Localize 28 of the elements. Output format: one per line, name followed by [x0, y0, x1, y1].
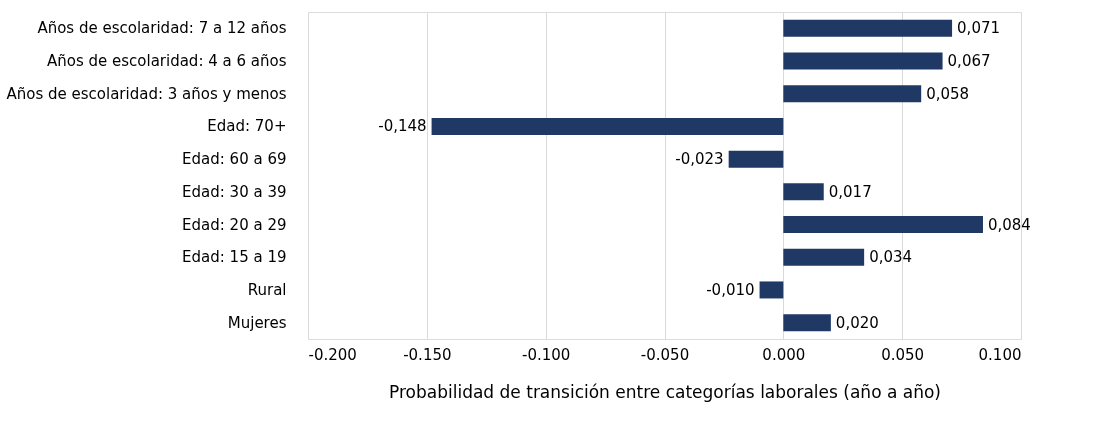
data-label: 0,084 [987, 215, 1031, 234]
y-tick-label: Mujeres [227, 313, 287, 332]
y-tick-label: Edad: 20 a 29 [182, 215, 287, 234]
x-tick-label: -0.100 [521, 345, 571, 364]
x-tick-label: 0.050 [881, 345, 925, 364]
data-label: 0,071 [957, 19, 1001, 38]
y-tick-label: Años de escolaridad: 4 a 6 años [46, 52, 287, 71]
y-tick-label: Edad: 70+ [207, 117, 287, 136]
data-label: 0,058 [926, 84, 970, 103]
x-tick-label: -0.200 [308, 345, 357, 364]
y-tick-label: Años de escolaridad: 7 a 12 años [37, 19, 287, 38]
y-tick-label: Edad: 60 a 69 [182, 150, 287, 169]
data-label: 0,017 [828, 182, 872, 201]
x-tick-label: 0.000 [762, 345, 806, 364]
data-label: -0,148 [378, 117, 427, 136]
x-axis-title: Probabilidad de transición entre categorías laborales (año a año) [389, 381, 941, 402]
y-tick-label: Rural [247, 280, 287, 299]
data-label: 0,020 [835, 313, 879, 332]
data-label: 0,067 [947, 52, 991, 71]
data-label: -0,023 [675, 150, 724, 169]
data-label: 0,034 [869, 248, 913, 267]
y-tick-label: Edad: 15 a 19 [182, 248, 287, 267]
x-tick-label: -0.150 [403, 345, 452, 364]
y-tick-label: Edad: 30 a 39 [182, 182, 287, 201]
y-tick-label: Años de escolaridad: 3 años y menos [6, 84, 287, 103]
x-tick-label: 0.100 [978, 345, 1022, 364]
x-tick-label: -0.050 [640, 345, 690, 364]
data-label: -0,010 [706, 280, 755, 299]
